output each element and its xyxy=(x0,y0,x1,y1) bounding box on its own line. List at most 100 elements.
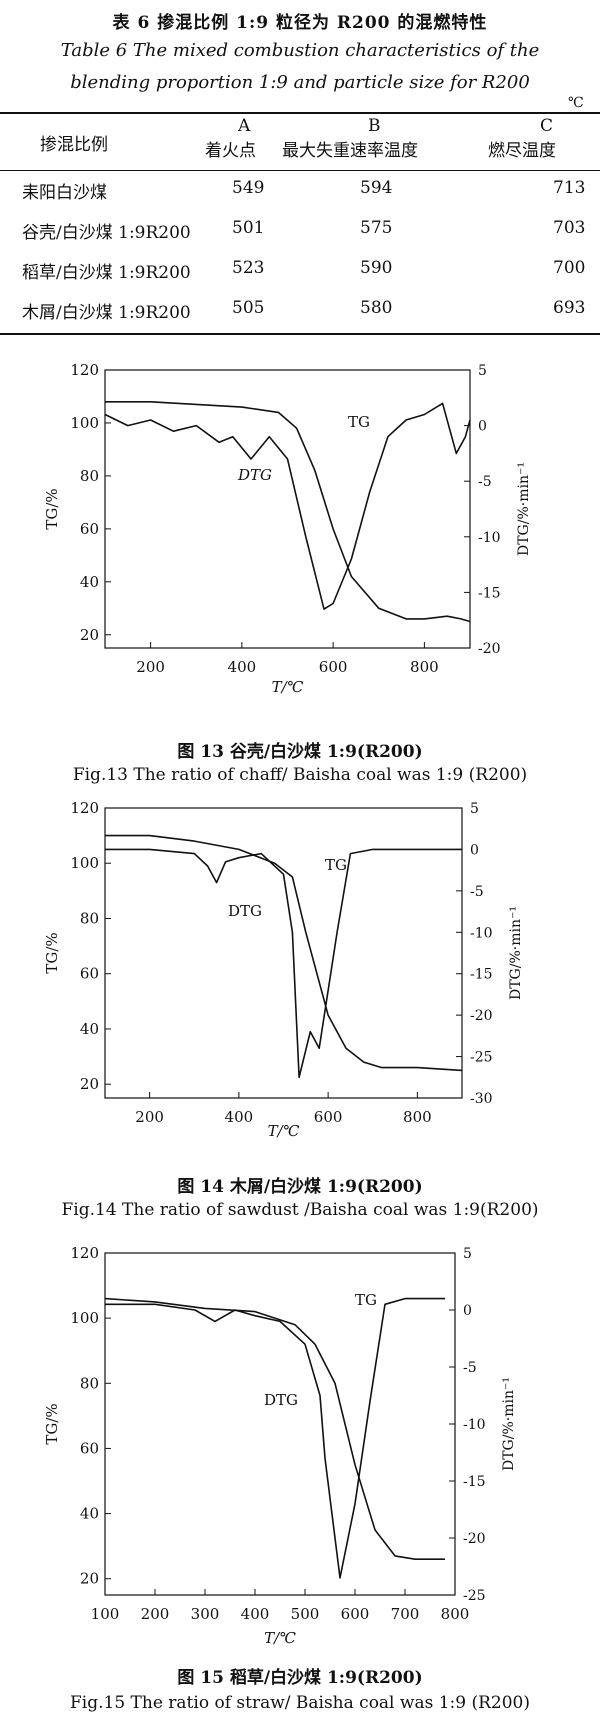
y2-tick-label: -5 xyxy=(470,884,484,900)
y2-tick-label: 0 xyxy=(470,842,479,858)
row-a: 501 xyxy=(232,218,265,238)
table-title-en-line1: Table 6 The mixed combustion characteris… xyxy=(60,40,540,61)
figure-14-caption-cn: 图 14 木屑/白沙煤 1:9(R200) xyxy=(177,1177,423,1197)
x-tick-label: 800 xyxy=(403,1108,432,1126)
x-tick-label: 400 xyxy=(225,1108,254,1126)
table-unit: ℃ xyxy=(568,95,584,111)
row-c: 703 xyxy=(553,218,586,238)
x-tick-label: 600 xyxy=(314,1108,343,1126)
row-c: 693 xyxy=(553,298,586,318)
y2-tick-label: -10 xyxy=(470,925,493,941)
dtg-curve xyxy=(104,402,471,610)
figure-13-caption-cn: 图 13 谷壳/白沙煤 1:9(R200) xyxy=(177,742,423,762)
dtg-curve xyxy=(105,1297,445,1579)
y-tick-label: 40 xyxy=(80,573,99,591)
y2-tick-label: -5 xyxy=(463,1360,477,1376)
y-tick-label: 80 xyxy=(80,1374,99,1392)
y2-tick-label: -15 xyxy=(478,585,501,601)
y-tick-label: 100 xyxy=(70,414,99,432)
y2-tick-label: -5 xyxy=(478,474,492,490)
figure-15-chart: 100 200 300 400 500 600 700 800 20 40 60 80 100 120 5 0… xyxy=(43,1245,517,1647)
figure-14-caption-en: Fig.14 The ratio of sawdust /Baisha coal… xyxy=(61,1200,539,1220)
x-tick-label: 700 xyxy=(391,1605,420,1623)
dtg-curve xyxy=(105,848,462,1079)
y-tick-label: 120 xyxy=(70,1245,99,1262)
row-b: 575 xyxy=(360,218,393,238)
figure-15-caption-cn: 图 15 稻草/白沙煤 1:9(R200) xyxy=(177,1668,423,1688)
x-tick-label: 200 xyxy=(136,658,165,676)
x-tick-label: 300 xyxy=(191,1605,220,1623)
table-header-rule xyxy=(0,170,600,171)
y-tick-label: 20 xyxy=(80,1075,99,1093)
y-tick-label: 20 xyxy=(80,1570,99,1588)
y2-tick-label: -20 xyxy=(470,1008,493,1024)
x-axis-label: T/℃ xyxy=(272,678,304,696)
x-axis-label: T/℃ xyxy=(264,1629,296,1647)
row-a: 523 xyxy=(232,258,265,278)
y2-axis-label: DTG/%·min⁻¹ xyxy=(501,1377,517,1471)
y-tick-label: 60 xyxy=(80,965,99,983)
tg-curve xyxy=(104,1297,445,1561)
x-tick-label: 600 xyxy=(319,658,348,676)
table-bottom-rule xyxy=(0,333,600,335)
header-ignition-point: 着火点 xyxy=(205,141,256,161)
x-tick-label: 800 xyxy=(441,1605,470,1623)
y2-tick-label: 0 xyxy=(463,1303,472,1319)
header-burnout-temp: 燃尽温度 xyxy=(488,141,556,161)
table-title-cn: 表 6 掺混比例 1:9 粒径为 R200 的混燃特性 xyxy=(112,13,488,33)
header-b-letter: B xyxy=(368,116,381,136)
figure-13-chart: 200 400 600 800 20 40 60 80 100 120 5 0 -5 -10 -15 -20 T… xyxy=(43,361,532,696)
figure-15-caption-en: Fig.15 The ratio of straw/ Baisha coal w… xyxy=(69,1693,530,1713)
row-b: 594 xyxy=(360,178,393,198)
row-name: 耒阳白沙煤 xyxy=(22,183,107,203)
table-title-en-line2: blending proportion 1:9 and particle siz… xyxy=(70,72,530,93)
x-tick-label: 100 xyxy=(91,1605,120,1623)
row-b: 590 xyxy=(360,258,393,278)
y2-tick-label: -30 xyxy=(470,1091,493,1107)
tg-curve xyxy=(105,834,463,1072)
y2-tick-label: 5 xyxy=(463,1246,472,1262)
y-tick-label: 120 xyxy=(70,800,99,817)
row-name: 谷壳/白沙煤 1:9R200 xyxy=(22,223,191,243)
header-a-letter: A xyxy=(238,116,251,136)
x-tick-label: 200 xyxy=(141,1605,170,1623)
figure-14-chart: 200 400 600 800 20 40 60 80 100 120 5 0 -5 -10 -15 -20 -… xyxy=(43,800,524,1140)
y-tick-label: 60 xyxy=(80,1439,99,1457)
dtg-label: DTG xyxy=(228,902,262,920)
header-c-letter: C xyxy=(540,116,554,136)
y-tick-label: 100 xyxy=(70,854,99,872)
plot-frame xyxy=(104,807,463,1099)
y-axis-label: TG/% xyxy=(43,932,61,973)
y2-tick-label: -25 xyxy=(463,1588,486,1604)
y2-tick-label: -10 xyxy=(463,1417,486,1433)
y2-tick-label: 0 xyxy=(478,419,487,435)
header-mix-ratio: 掺混比例 xyxy=(40,135,108,155)
x-tick-label: 500 xyxy=(291,1605,320,1623)
x-tick-label: 400 xyxy=(241,1605,270,1623)
header-max-rate-temp: 最大失重速率温度 xyxy=(282,141,418,161)
y2-tick-label: 5 xyxy=(478,363,487,379)
row-c: 713 xyxy=(553,178,586,198)
y-tick-label: 60 xyxy=(80,520,99,538)
y2-axis-label: DTG/%·min⁻¹ xyxy=(516,462,532,556)
y-tick-label: 80 xyxy=(80,909,99,927)
y-tick-label: 40 xyxy=(80,1505,99,1523)
plot-frame xyxy=(104,369,471,649)
tg-label: TG xyxy=(348,413,370,431)
x-tick-label: 600 xyxy=(341,1605,370,1623)
row-a: 505 xyxy=(232,298,265,318)
y-tick-label: 120 xyxy=(70,361,99,379)
y2-tick-label: -15 xyxy=(470,967,493,983)
dtg-label: DTG xyxy=(264,1391,298,1409)
y2-tick-label: -15 xyxy=(463,1474,486,1490)
y2-tick-label: 5 xyxy=(470,801,479,817)
x-tick-label: 200 xyxy=(135,1108,164,1126)
row-c: 700 xyxy=(553,258,586,278)
row-a: 549 xyxy=(232,178,265,198)
y2-tick-label: -20 xyxy=(463,1531,486,1547)
y2-tick-label: -25 xyxy=(470,1050,493,1066)
figure-13-caption-en: Fig.13 The ratio of chaff/ Baisha coal w… xyxy=(72,765,528,785)
row-name: 木屑/白沙煤 1:9R200 xyxy=(22,303,191,323)
y-tick-label: 40 xyxy=(80,1020,99,1038)
x-axis-label: T/℃ xyxy=(268,1122,300,1140)
